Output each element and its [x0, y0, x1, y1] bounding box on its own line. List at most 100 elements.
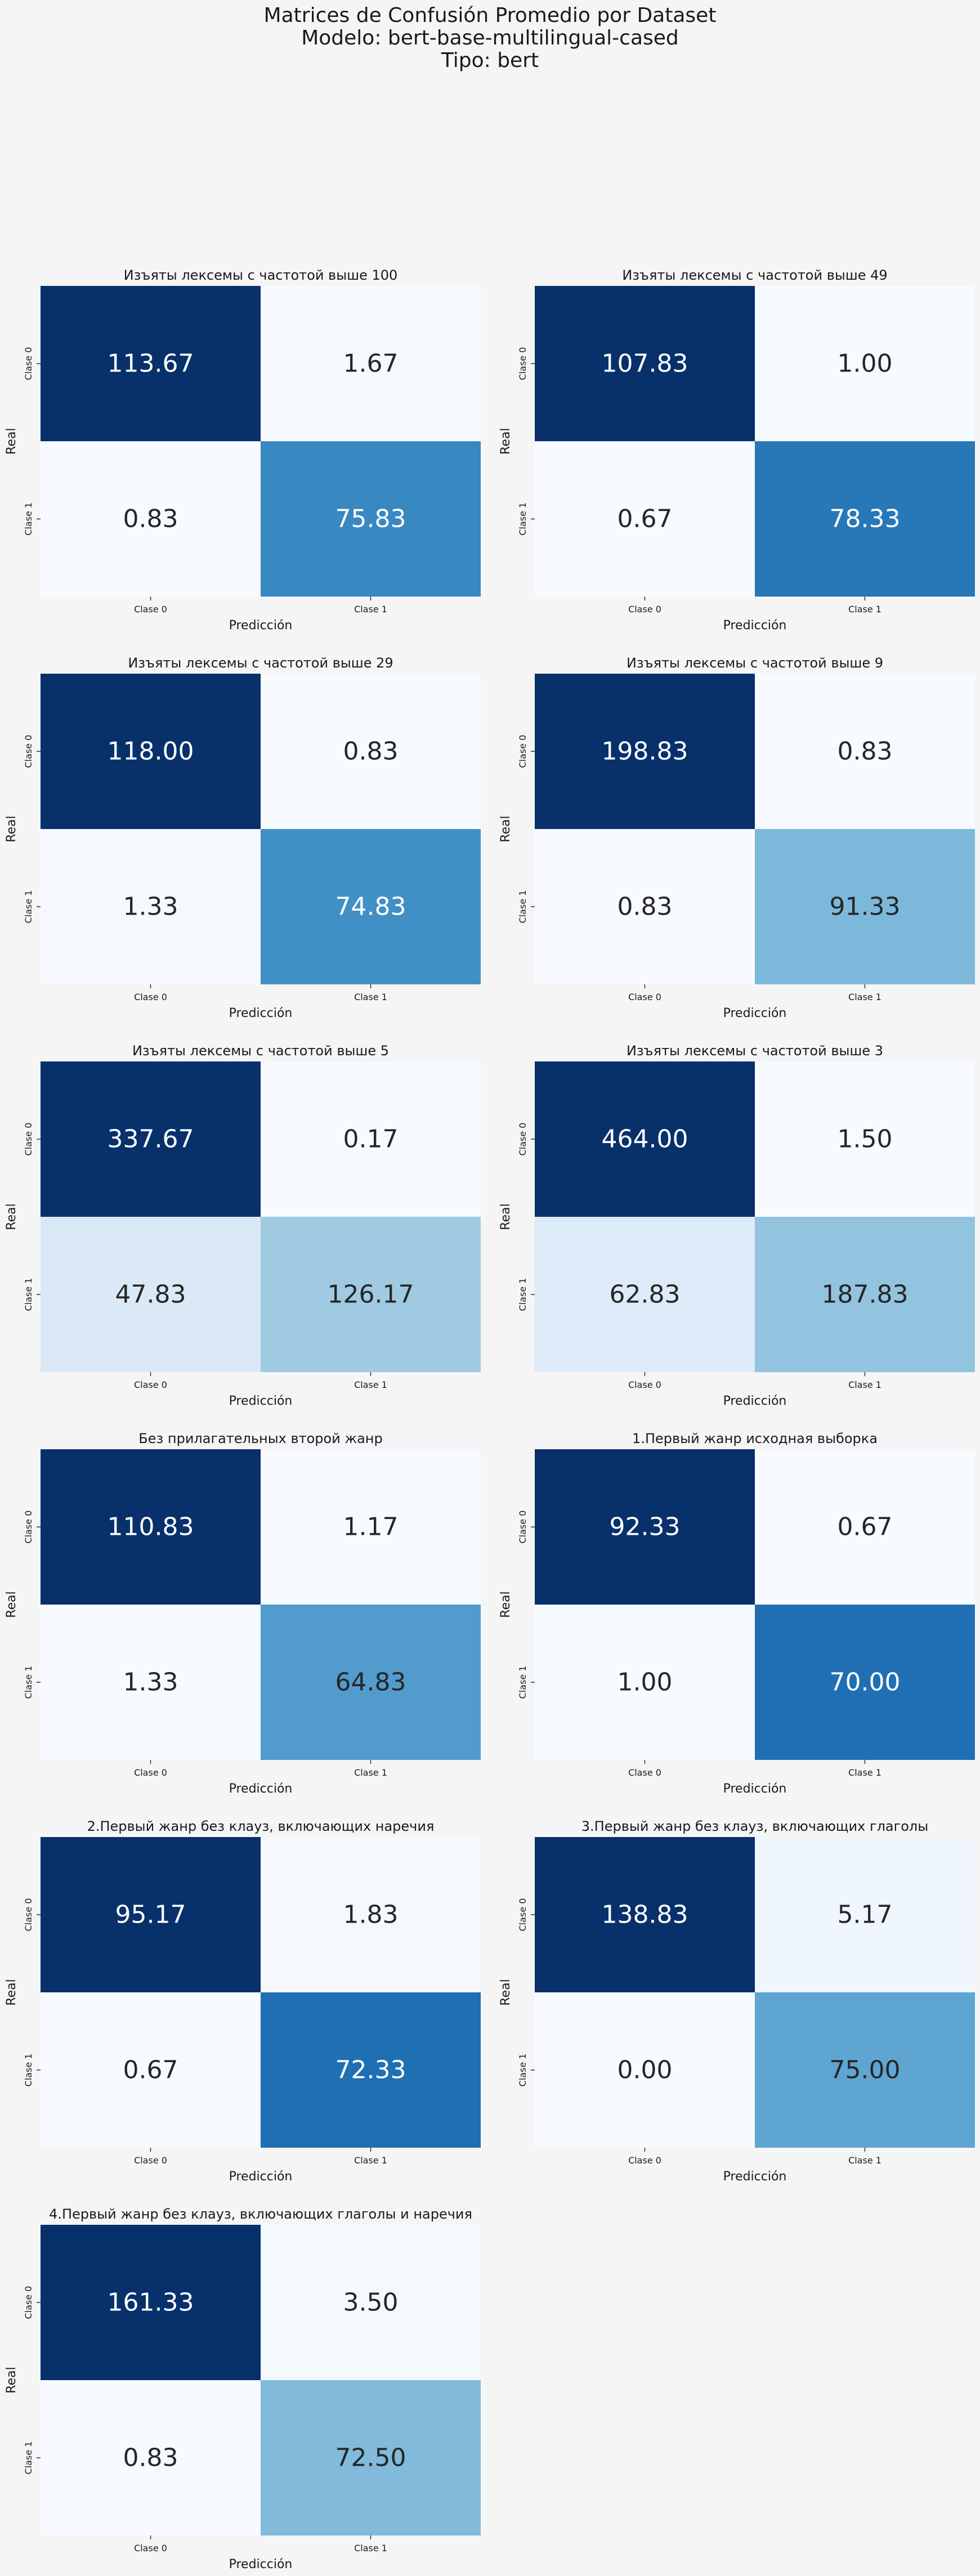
- y-tick-label: Clase 1: [517, 503, 528, 536]
- heatmap-cell-label-r1-c1: 187.83: [822, 1280, 909, 1309]
- y-axis-label: Real: [5, 816, 19, 842]
- x-tick-label: Clase 1: [848, 1767, 881, 1778]
- y-tick-label: Clase 0: [517, 347, 528, 380]
- x-tick-label: Clase 1: [354, 1379, 387, 1390]
- heatmap-cell-r0-c1: [755, 1061, 975, 1217]
- heatmap-cell-r1-c1: [755, 1217, 975, 1372]
- figure-title-line-1: Matrices de Confusión Promedio por Datas…: [263, 4, 717, 27]
- heatmap-cell-label-r0-c1: 0.67: [838, 1513, 893, 1542]
- y-axis-label: Real: [499, 428, 513, 454]
- heatmap-cell-r1-c0: [41, 2380, 261, 2535]
- heatmap-cell-r1-c1: [755, 829, 975, 984]
- x-tick-label: Clase 0: [628, 604, 661, 615]
- heatmap-panel-8: 1.Первый жанр исходная выборка 92.33 0.67 1…: [499, 1431, 975, 1796]
- heatmap-cell-r0-c0: [535, 1449, 755, 1605]
- heatmap-cell-r1-c0: [535, 829, 755, 984]
- heatmap-panel-11: 4.Первый жанр без клауз, включающих глаг…: [5, 2206, 481, 2571]
- heatmap-cell-r0-c0: [535, 286, 755, 441]
- heatmap-cell-label-r0-c1: 1.67: [343, 350, 399, 378]
- heatmap-title: 2.Первый жанр без клауз, включающих наре…: [87, 1818, 435, 1834]
- heatmap-cell-r0-c1: [261, 1061, 481, 1217]
- y-tick-label: Clase 0: [23, 1511, 34, 1544]
- x-axis-label: Predicción: [723, 2170, 787, 2184]
- heatmap-cell-r0-c1: [261, 1449, 481, 1605]
- heatmap-cell-label-r0-c0: 198.83: [602, 737, 688, 766]
- heatmap-cell-r1-c0: [41, 829, 261, 984]
- heatmap-cell-label-r0-c0: 464.00: [602, 1125, 688, 1154]
- heatmap-cell-label-r1-c0: 0.83: [123, 505, 178, 534]
- heatmap-cell-label-r1-c1: 74.83: [335, 893, 406, 921]
- heatmap-cell-label-r0-c1: 0.83: [343, 737, 399, 766]
- x-axis-label: Predicción: [723, 619, 787, 633]
- heatmap-panel-2: Изъяты лексемы с частотой выше 49 107.83 1…: [499, 267, 975, 633]
- heatmap-cell-label-r1-c0: 0.83: [123, 2444, 178, 2472]
- y-tick-label: Clase 1: [23, 1278, 34, 1311]
- heatmap-panel-4: Изъяты лексемы с частотой выше 9 198.83 0.…: [499, 655, 975, 1020]
- heatmap-cell-r0-c0: [41, 2225, 261, 2380]
- heatmap-cell-label-r1-c1: 75.00: [830, 2056, 901, 2085]
- x-tick-label: Clase 1: [848, 1379, 881, 1390]
- heatmap-cell-r1-c1: [261, 829, 481, 984]
- x-tick-label: Clase 1: [354, 992, 387, 1002]
- heatmap-cell-r0-c0: [41, 674, 261, 829]
- figure-title-line-2: Modelo: bert-base-multilingual-cased: [301, 26, 679, 50]
- heatmap-cell-label-r0-c1: 1.17: [343, 1513, 399, 1542]
- heatmap-panel-7: Без прилагательных второй жанр 110.83 1.17…: [5, 1431, 481, 1796]
- heatmap-cell-r0-c1: [755, 286, 975, 441]
- x-tick-label: Clase 1: [354, 604, 387, 615]
- heatmap-panel-5: Изъяты лексемы с частотой выше 5 337.67 0.…: [5, 1043, 481, 1408]
- heatmap-cell-r1-c0: [41, 1217, 261, 1372]
- figure-title: Matrices de Confusión Promedio por Datas…: [0, 5, 980, 72]
- x-axis-label: Predicción: [229, 2557, 293, 2571]
- x-tick-label: Clase 0: [134, 604, 167, 615]
- heatmap-panel-1: Изъяты лексемы с частотой выше 100 113.67…: [5, 267, 481, 633]
- x-tick-label: Clase 0: [134, 1767, 167, 1778]
- x-tick-label: Clase 0: [134, 992, 167, 1002]
- x-axis-label: Predicción: [723, 1782, 787, 1796]
- y-tick-label: Clase 0: [517, 735, 528, 768]
- x-tick-label: Clase 0: [628, 2155, 661, 2166]
- y-tick-label: Clase 0: [517, 1898, 528, 1932]
- y-tick-label: Clase 0: [23, 2286, 34, 2319]
- y-axis-label: Real: [5, 2367, 19, 2393]
- heatmap-cell-label-r1-c0: 0.67: [123, 2056, 178, 2085]
- heatmap-cell-label-r0-c0: 337.67: [108, 1125, 194, 1154]
- heatmap-cell-r0-c0: [535, 674, 755, 829]
- heatmap-cell-label-r1-c1: 64.83: [335, 1668, 406, 1697]
- y-tick-label: Clase 1: [517, 2054, 528, 2087]
- heatmap-cell-r1-c1: [261, 1217, 481, 1372]
- y-tick-label: Clase 1: [23, 1666, 34, 1699]
- heatmap-title: Изъяты лексемы с частотой выше 29: [128, 655, 393, 671]
- heatmap-cell-label-r0-c0: 161.33: [108, 2288, 194, 2317]
- x-tick-label: Clase 0: [134, 1379, 167, 1390]
- y-axis-label: Real: [5, 1203, 19, 1230]
- y-axis-label: Real: [5, 428, 19, 454]
- heatmap-cell-r1-c0: [535, 1992, 755, 2148]
- heatmap-cell-r1-c1: [261, 1605, 481, 1760]
- heatmap-cell-r1-c0: [41, 1605, 261, 1760]
- heatmap-cell-r0-c0: [41, 1061, 261, 1217]
- heatmap-title: Изъяты лексемы с частотой выше 100: [124, 267, 398, 283]
- y-axis-label: Real: [5, 1591, 19, 1618]
- heatmap-cell-label-r0-c1: 3.50: [343, 2288, 399, 2317]
- heatmap-cell-r1-c0: [535, 1217, 755, 1372]
- heatmap-cell-r1-c1: [755, 1605, 975, 1760]
- x-tick-label: Clase 1: [354, 2543, 387, 2553]
- y-axis-label: Real: [499, 1979, 513, 2005]
- y-tick-label: Clase 1: [23, 890, 34, 924]
- y-tick-label: Clase 0: [23, 347, 34, 380]
- x-axis-label: Predicción: [229, 619, 293, 633]
- x-tick-label: Clase 0: [134, 2543, 167, 2553]
- y-tick-label: Clase 1: [23, 2441, 34, 2475]
- heatmap-panel-3: Изъяты лексемы с частотой выше 29 118.00 0…: [5, 655, 481, 1020]
- x-tick-label: Clase 0: [628, 992, 661, 1002]
- heatmap-cell-label-r0-c0: 107.83: [602, 350, 688, 378]
- heatmap-cell-r0-c1: [755, 674, 975, 829]
- y-tick-label: Clase 1: [23, 2054, 34, 2087]
- y-tick-label: Clase 0: [23, 1898, 34, 1932]
- heatmap-panel-6: Изъяты лексемы с частотой выше 3 464.00 1.…: [499, 1043, 975, 1408]
- heatmap-cell-r0-c1: [261, 1837, 481, 1992]
- heatmap-cell-r0-c0: [41, 286, 261, 441]
- heatmap-title: 3.Первый жанр без клауз, включающих глаг…: [581, 1818, 928, 1834]
- x-axis-label: Predicción: [229, 1006, 293, 1020]
